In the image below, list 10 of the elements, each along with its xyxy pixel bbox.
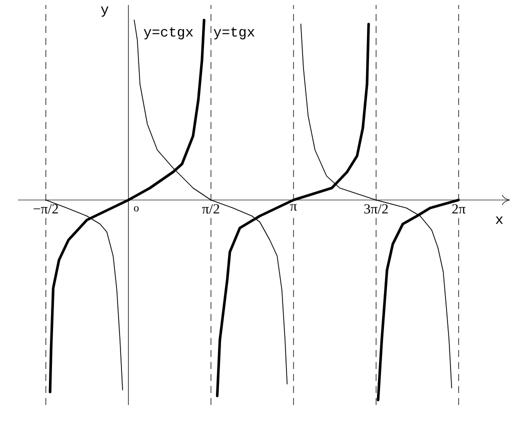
annotation: o [134, 206, 139, 212]
y-axis-title: y [100, 6, 108, 17]
x-tick-label: π [290, 204, 297, 211]
series-label: y=ctgx [144, 27, 193, 40]
series-label: y=tgx [214, 27, 254, 40]
x-tick-label: 2π [452, 204, 466, 214]
x-tick-label: 3π/2 [364, 204, 388, 214]
x-tick-label: π/2 [202, 204, 220, 214]
x-tick-label: −π/2 [34, 204, 58, 214]
x-axis-title: x [496, 216, 503, 224]
